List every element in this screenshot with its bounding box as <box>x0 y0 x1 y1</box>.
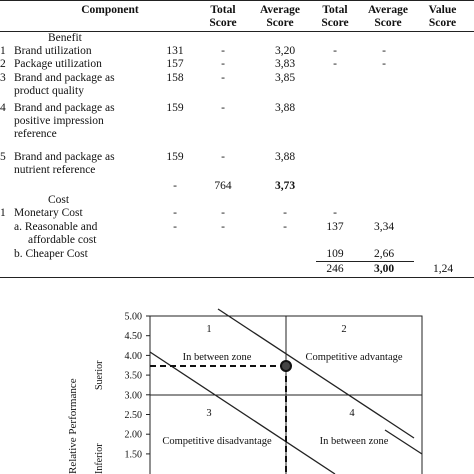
cost-row-1-total2: - <box>333 207 337 219</box>
benefit-row-4-no: 4 <box>0 102 6 114</box>
lower-diagonal-line <box>149 351 336 474</box>
right-diagonal-line <box>384 429 423 455</box>
table-bottom-rule <box>0 277 474 278</box>
header-average-score-2-line2: Score <box>374 17 402 29</box>
benefit-row-1-total: - <box>221 45 225 57</box>
header-total-score-1-line1: Total <box>210 4 236 16</box>
benefit-row-1-avg2: - <box>382 45 386 57</box>
benefit-row-1-no: 1 <box>0 45 6 57</box>
benefit-row-2-total: - <box>221 58 225 70</box>
cost-row-1-count: - <box>173 207 177 219</box>
benefit-row-5-label-line2: nutrient reference <box>14 164 96 176</box>
benefit-row-4-total: - <box>221 102 225 114</box>
header-average-score-2-line1: Average <box>367 4 408 16</box>
benefit-row-3-total: - <box>221 72 225 84</box>
benefit-row-5-total: - <box>221 151 225 163</box>
benefit-row-2-total2: - <box>333 58 337 70</box>
header-component: Component <box>81 4 139 16</box>
table-header-rule <box>0 31 474 32</box>
y-tick-label: 2.00 <box>125 430 143 441</box>
quadrant-3-label: Competitive disadvantage <box>162 436 272 447</box>
y-axis-label: Relative Performance <box>67 378 79 474</box>
cost-row-a-total2: 137 <box>326 221 344 233</box>
cost-sum-rule <box>316 261 414 262</box>
benefit-row-2-count: 157 <box>166 58 184 70</box>
y-axis-ticks: 5.00 4.50 4.00 3.50 3.00 2.50 2.00 1.50 <box>125 312 150 460</box>
score-table: Component Total Score Average Score Tota… <box>0 0 474 278</box>
quadrant-1-number: 1 <box>206 324 211 335</box>
benefit-row-2-no: 2 <box>0 58 6 70</box>
cost-row-a-avg: - <box>283 221 287 233</box>
benefit-row-4-label-line2: positive impression <box>14 115 104 127</box>
competitive-position-diagram: 5.00 4.50 4.00 3.50 3.00 2.50 2.00 1.50 Relativ… <box>67 308 423 474</box>
cost-row-a-count: - <box>173 221 177 233</box>
quadrant-4-label: In between zone <box>320 436 389 447</box>
section-benefit-label: Benefit <box>48 32 82 44</box>
benefit-row-2-label: Package utilization <box>14 58 102 70</box>
y-tick-label: 3.00 <box>125 390 143 401</box>
benefit-row-4-count: 159 <box>166 102 184 114</box>
cost-row-b-label: b. Cheaper Cost <box>14 248 88 260</box>
cost-summary-avg2: 3,00 <box>373 263 395 275</box>
upper-diagonal-line <box>217 308 415 439</box>
y-tick-label: 3.50 <box>125 371 143 382</box>
benefit-row-3-avg: 3,85 <box>274 72 296 84</box>
position-point <box>280 360 292 373</box>
benefit-row-1-label: Brand utilization <box>14 45 92 57</box>
y-side-label-inferior: Inferior <box>94 443 105 474</box>
header-average-score-1-line1: Average <box>259 4 300 16</box>
cost-row-a-avg2: 3,34 <box>373 221 395 233</box>
y-tick-label: 4.50 <box>125 331 143 342</box>
cost-row-a-label-line1: a. Reasonable and <box>14 221 98 233</box>
y-side-label-superior: Suerior <box>94 360 105 390</box>
cost-row-a-total: - <box>221 221 225 233</box>
benefit-summary-total: 764 <box>214 180 232 192</box>
benefit-row-3-count: 158 <box>166 72 184 84</box>
cost-row-b-total2: 109 <box>326 248 344 260</box>
header-average-score-1-line2: Score <box>266 17 294 29</box>
benefit-row-3-label-line1: Brand and package as <box>14 72 115 84</box>
benefit-row-1-count: 131 <box>166 45 184 57</box>
y-tick-label: 4.00 <box>125 351 143 362</box>
cost-row-b-avg2: 2,66 <box>373 248 395 260</box>
value-score: 1,24 <box>432 263 454 275</box>
header-value-score-line1: Value <box>428 4 457 16</box>
benefit-row-4-label-line3: reference <box>14 128 57 140</box>
benefit-row-5-avg: 3,88 <box>274 151 296 163</box>
benefit-summary-avg: 3,73 <box>274 180 296 192</box>
quadrant-4-number: 4 <box>349 408 355 419</box>
benefit-row-1-avg: 3,20 <box>274 45 296 57</box>
benefit-row-3-label-line2: product quality <box>14 85 84 97</box>
benefit-row-2-avg2: - <box>382 58 386 70</box>
cost-row-a-label-line2: affordable cost <box>28 234 97 246</box>
quadrant-2-label: Competitive advantage <box>305 352 402 363</box>
quadrant-3-number: 3 <box>206 408 211 419</box>
header-value-score-line2: Score <box>428 17 457 29</box>
section-cost-label: Cost <box>48 194 70 206</box>
benefit-row-5-no: 5 <box>0 151 6 163</box>
benefit-row-3-no: 3 <box>0 72 6 84</box>
cost-row-1-total: - <box>221 207 225 219</box>
benefit-row-2-avg: 3,83 <box>274 58 296 70</box>
quadrant-1-label: In between zone <box>183 352 252 363</box>
benefit-row-5-count: 159 <box>166 151 184 163</box>
y-tick-label: 2.50 <box>125 410 143 421</box>
cost-summary-total2: 246 <box>326 263 344 275</box>
cost-row-1-label: Monetary Cost <box>14 207 83 219</box>
header-total-score-1-line2: Score <box>209 17 237 29</box>
benefit-row-1-total2: - <box>333 45 337 57</box>
header-total-score-2-line1: Total <box>322 4 348 16</box>
benefit-row-4-avg: 3,88 <box>274 102 296 114</box>
benefit-row-4-label-line1: Brand and package as <box>14 102 115 114</box>
cost-row-1-avg: - <box>283 207 287 219</box>
table-top-rule <box>0 0 474 1</box>
quadrant-2-number: 2 <box>341 324 346 335</box>
cost-row-1-no: 1 <box>0 207 6 219</box>
header-total-score-2-line2: Score <box>321 17 349 29</box>
benefit-summary-count: - <box>173 180 177 192</box>
y-tick-label: 5.00 <box>125 312 143 323</box>
benefit-row-5-label-line1: Brand and package as <box>14 151 115 163</box>
y-tick-label: 1.50 <box>125 449 143 460</box>
